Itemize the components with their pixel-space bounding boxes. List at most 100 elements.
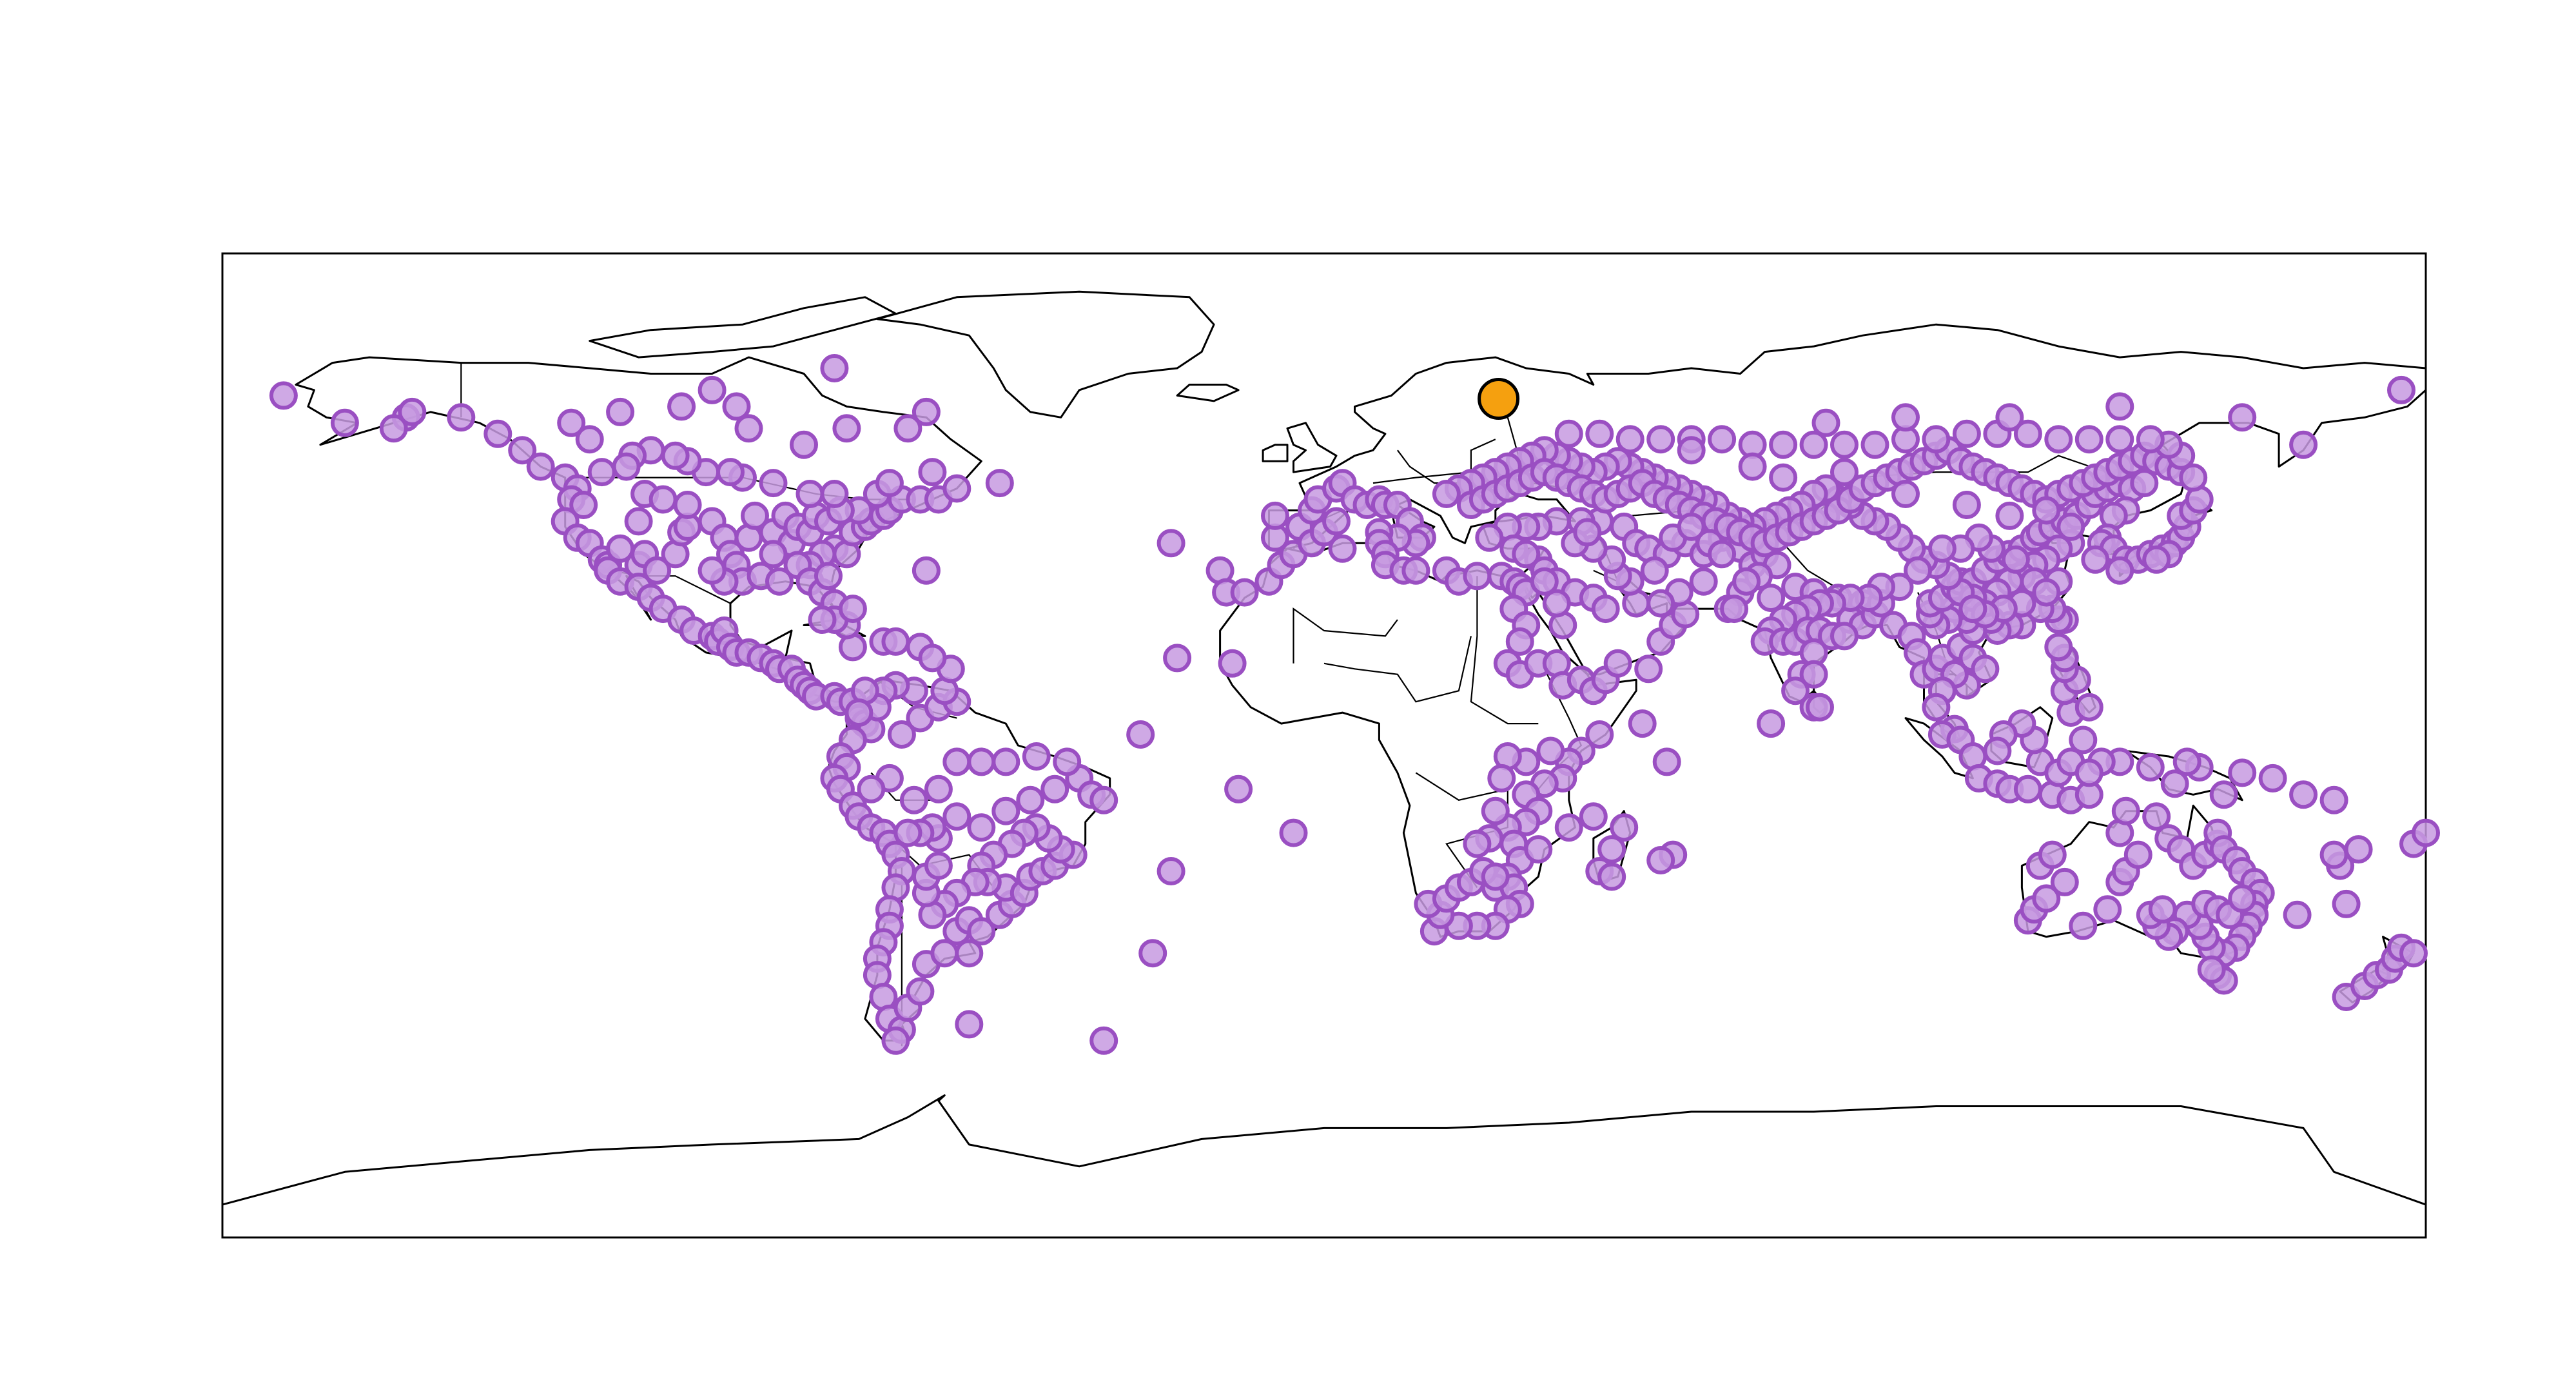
location-point — [991, 796, 1020, 825]
location-point — [2123, 840, 2152, 869]
location-point — [942, 802, 971, 831]
location-point — [1891, 480, 1920, 508]
location-point — [820, 480, 849, 508]
country-border — [1293, 607, 1398, 664]
points-layer — [269, 354, 2440, 1055]
location-point — [2319, 840, 2348, 869]
location-point — [526, 452, 555, 481]
location-point — [2142, 802, 2171, 831]
location-point — [1646, 589, 1675, 618]
location-point — [1860, 430, 1889, 459]
location-point — [1481, 862, 1510, 891]
location-point — [2044, 633, 2073, 662]
location-point — [2069, 911, 2098, 940]
location-point — [1677, 512, 1706, 541]
location-point — [508, 436, 537, 465]
country-border — [1323, 636, 1472, 703]
location-point — [1830, 622, 1859, 651]
location-point — [2056, 512, 2085, 541]
location-point — [2387, 375, 2415, 404]
map-frame — [221, 252, 2427, 1239]
location-point — [2319, 785, 2348, 814]
location-point — [1904, 556, 1932, 585]
location-point — [2412, 818, 2440, 847]
location-point — [2032, 884, 2061, 913]
location-point — [722, 392, 751, 421]
location-point — [569, 491, 598, 519]
location-point — [2044, 425, 2073, 454]
location-point — [1799, 660, 1828, 689]
arctic-islands-land — [589, 296, 897, 359]
location-point — [820, 354, 849, 382]
location-point — [2172, 747, 2201, 776]
location-point — [1475, 523, 1504, 552]
location-point — [2081, 545, 2110, 574]
location-point — [1958, 595, 1987, 624]
location-point — [1089, 1026, 1118, 1055]
location-point — [1769, 463, 1798, 492]
location-point — [2074, 758, 2103, 787]
location-point — [967, 917, 996, 946]
location-point — [2209, 780, 2238, 809]
location-point — [1615, 425, 1644, 454]
location-point — [1536, 736, 1565, 765]
location-point — [379, 414, 408, 443]
location-point — [795, 480, 825, 508]
location-point — [967, 813, 996, 842]
location-point — [2111, 796, 2140, 825]
location-point — [967, 747, 996, 776]
location-point — [1524, 835, 1553, 864]
location-point — [1610, 813, 1639, 842]
location-point — [759, 469, 788, 498]
location-point — [2032, 496, 2061, 525]
location-point — [667, 392, 696, 421]
location-point — [1585, 720, 1614, 749]
location-point — [881, 627, 910, 656]
location-point — [1995, 501, 2024, 530]
location-point — [1708, 540, 1737, 569]
location-point — [1573, 518, 1602, 547]
location-point — [924, 851, 953, 880]
uk-land — [1286, 422, 1338, 473]
location-point — [912, 556, 941, 585]
location-point — [1634, 655, 1663, 684]
location-point — [942, 747, 971, 776]
location-point — [1512, 540, 1541, 569]
location-point — [330, 408, 359, 437]
location-point — [1505, 627, 1534, 656]
location-point — [857, 774, 886, 803]
location-point — [1720, 595, 1749, 624]
location-point — [808, 606, 837, 634]
location-point — [1224, 774, 1253, 803]
location-point — [893, 414, 922, 443]
location-point — [1053, 747, 1082, 776]
location-point — [673, 491, 702, 519]
location-point — [899, 785, 928, 814]
location-point — [765, 567, 794, 596]
location-point — [1016, 785, 1045, 814]
location-point — [2344, 835, 2373, 864]
location-point — [1230, 578, 1259, 607]
location-point — [1585, 419, 1614, 448]
location-point — [906, 977, 935, 1006]
location-point — [1640, 556, 1669, 585]
location-point — [1891, 403, 1920, 432]
location-point — [1554, 813, 1583, 842]
location-point — [1995, 403, 2024, 432]
location-point — [2050, 867, 2079, 896]
location-point — [942, 474, 971, 503]
location-point — [2105, 556, 2134, 585]
greenland-land — [876, 290, 1215, 419]
location-point — [985, 469, 1014, 498]
location-point — [2228, 403, 2257, 432]
location-point — [832, 414, 861, 443]
location-point — [924, 774, 953, 803]
location-point — [918, 458, 947, 487]
location-point — [893, 818, 922, 847]
location-point — [1463, 562, 1492, 591]
location-point — [844, 698, 873, 727]
location-point — [1554, 419, 1583, 448]
location-point — [881, 1026, 910, 1055]
location-point — [1732, 567, 1761, 596]
